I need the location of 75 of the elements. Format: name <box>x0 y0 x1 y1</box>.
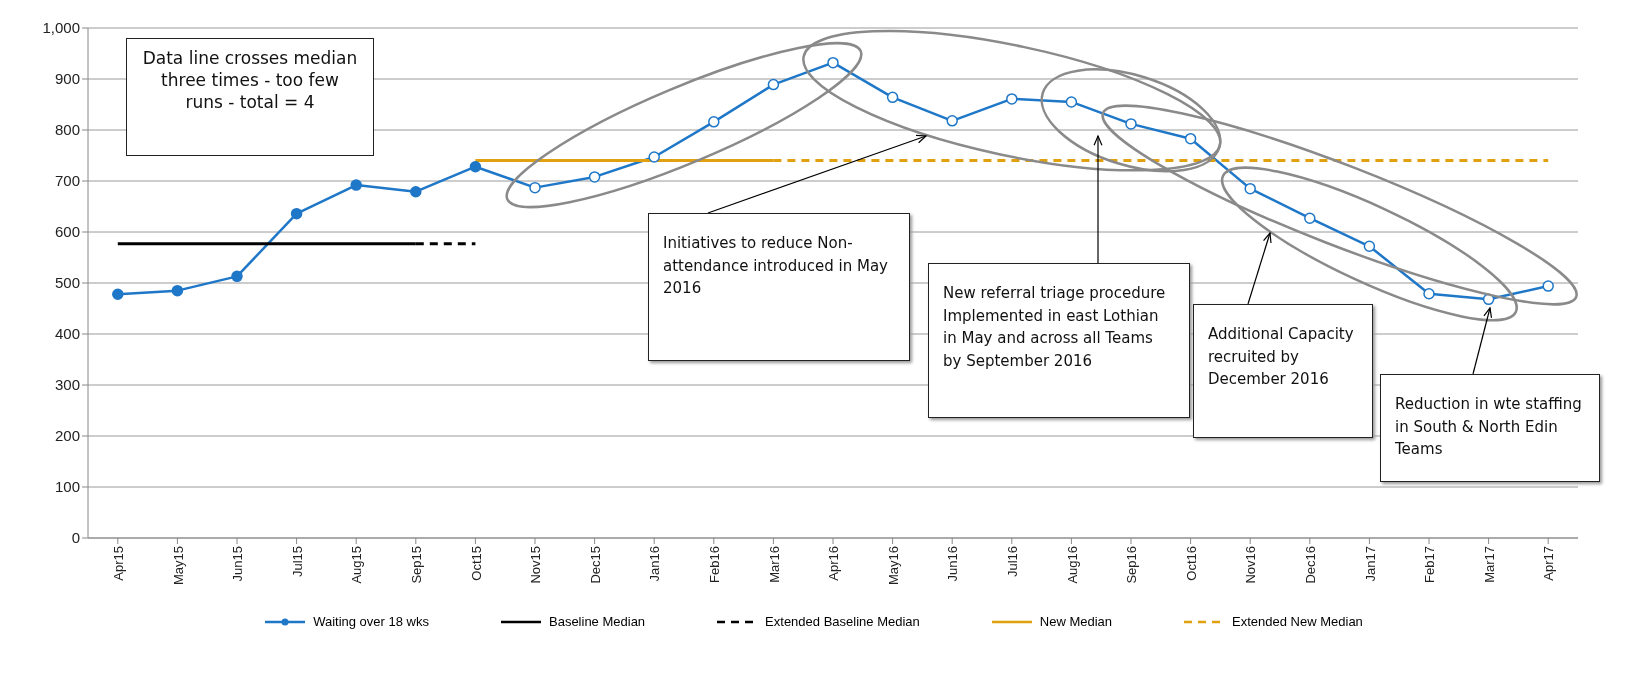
x-tick-label: Jul15 <box>289 546 305 578</box>
point <box>588 171 601 183</box>
point <box>708 116 720 128</box>
point <box>946 115 958 127</box>
y-tick-label: 300 <box>54 376 80 394</box>
point <box>350 179 362 191</box>
x-tick-label: May16 <box>885 546 901 586</box>
x-tick-label: Jan17 <box>1362 546 1378 582</box>
x-tick-label: Jun15 <box>230 546 246 582</box>
y-tick-label: 800 <box>54 121 80 139</box>
y-tick-label: 500 <box>54 274 80 292</box>
point <box>529 181 541 194</box>
point <box>1006 93 1018 105</box>
point <box>1184 132 1197 145</box>
annotation: Additional Capacity recruited by December 2016 <box>1208 325 1354 388</box>
point <box>767 78 780 91</box>
x-tick-label: Aug16 <box>1064 546 1080 584</box>
x-tick-label: May15 <box>170 546 186 586</box>
x-tick-label: Sep16 <box>1124 546 1140 584</box>
note-box: Initiatives to reduce Non-attendance introduced in May 2016 <box>648 213 910 361</box>
x-tick-label: Dec16 <box>1303 546 1319 584</box>
x-tick-label: Jun16 <box>945 546 961 582</box>
x-tick-label: Feb17 <box>1422 546 1438 583</box>
point <box>469 160 482 173</box>
note-box: Additional Capacity recruited by December 2016 <box>1193 304 1373 438</box>
point <box>231 270 243 283</box>
annotation: New referral triage procedure Implemented in east Lothian in May and across all Teams by September 2016 <box>943 284 1166 370</box>
point <box>410 185 422 198</box>
x-tick-label: Sep15 <box>409 546 425 584</box>
point <box>1423 287 1435 300</box>
x-tick-label: Dec15 <box>587 546 603 584</box>
point <box>112 288 124 300</box>
y-tick-label: 100 <box>54 478 80 496</box>
y-tick-label: 600 <box>54 223 80 241</box>
point <box>1542 280 1554 292</box>
y-tick-label: 900 <box>54 70 80 88</box>
x-tick-label: Nov15 <box>528 546 544 584</box>
point <box>1363 240 1376 253</box>
point <box>827 56 839 69</box>
legend-label: Extended Baseline Median <box>765 614 920 629</box>
note-box: New referral triage procedure Implemented in east Lothian in May and across all Teams by September 2016 <box>928 263 1190 418</box>
x-tick-label: Jul16 <box>1005 546 1021 578</box>
point <box>1125 118 1137 130</box>
point <box>648 151 660 163</box>
legend-label: Waiting over 18 wks <box>313 614 429 629</box>
y-tick-label: 1,000 <box>42 19 80 37</box>
annotation: Data line crosses median three times - too few runs - total = 4 <box>142 48 358 113</box>
x-tick-label: Apr16 <box>826 546 842 581</box>
legend-label: Extended New Median <box>1232 614 1363 629</box>
x-tick-label: Mar16 <box>766 546 782 583</box>
point <box>1065 96 1078 108</box>
point <box>1304 212 1316 224</box>
point <box>886 91 899 104</box>
x-tick-label: Aug15 <box>349 546 365 584</box>
x-tick-label: Nov16 <box>1243 546 1259 584</box>
point <box>171 284 184 297</box>
x-tick-label: Feb16 <box>707 546 723 583</box>
y-tick-label: 200 <box>54 427 80 445</box>
note-box: Reduction in wte staffing in South & North Edin Teams <box>1380 374 1600 482</box>
point <box>1244 182 1256 195</box>
x-tick-label: Apr15 <box>111 546 127 581</box>
y-tick-label: 400 <box>54 325 80 343</box>
x-tick-label: Jan16 <box>647 546 663 582</box>
annotation: Initiatives to reduce Non-attendance introduced in May 2016 <box>663 234 888 297</box>
x-tick-label: Apr17 <box>1541 546 1557 581</box>
x-tick-label: Oct15 <box>468 546 484 581</box>
y-tick-label: 0 <box>71 529 80 547</box>
legend-label: New Median <box>1039 614 1113 629</box>
annotation: Reduction in wte staffing in South & North Edin Teams <box>1395 395 1582 458</box>
y-tick-label: 700 <box>54 172 80 190</box>
legend-label: Baseline Median <box>548 614 646 629</box>
x-tick-label: Mar17 <box>1481 546 1497 583</box>
note-box: Data line crosses median three times - too few runs - total = 4 <box>126 38 374 156</box>
point <box>290 207 303 220</box>
x-tick-label: Oct16 <box>1183 546 1199 581</box>
